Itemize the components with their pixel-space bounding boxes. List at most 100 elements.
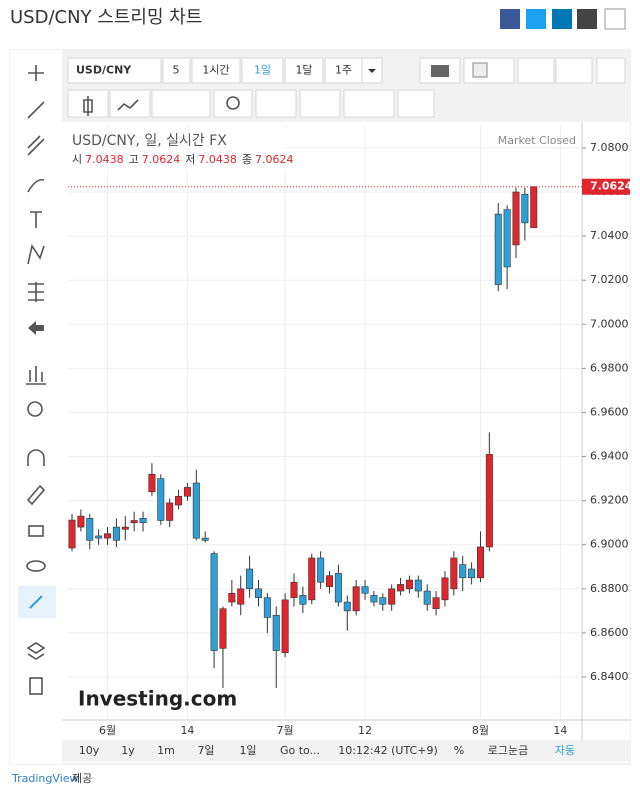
candle-body xyxy=(361,586,369,594)
y-tick-label: 7.0000 xyxy=(590,317,629,330)
candle-body xyxy=(246,568,254,590)
candle-body xyxy=(397,584,405,592)
candle-body xyxy=(326,575,334,587)
bottom-time: 10:12:42 (UTC+9) xyxy=(338,744,438,757)
bottom-buttons: 10y 1y 1m 7일 1일 Go to... 10:12:42 (UTC+9)% 로그눈금… xyxy=(79,743,575,757)
candle-body xyxy=(77,515,85,528)
pattern-tool[interactable] xyxy=(27,243,45,265)
candle-body xyxy=(254,588,262,598)
candle-body xyxy=(370,595,378,603)
y-tick-label: 7.0800 xyxy=(590,141,629,154)
candle-body xyxy=(530,186,538,229)
mail-button[interactable] xyxy=(577,9,597,29)
bar-style-button[interactable] xyxy=(151,89,211,118)
facebook-button[interactable] xyxy=(500,9,520,29)
range-button[interactable]: 1일 xyxy=(239,743,256,757)
y-tick-label: 6.9800 xyxy=(590,361,629,374)
candle-body xyxy=(183,487,191,497)
symbol-box[interactable] xyxy=(67,57,162,84)
x-tick-label: 12 xyxy=(358,724,372,737)
candle-body xyxy=(405,579,413,590)
candle-body xyxy=(485,454,493,548)
ohlc-key: 저 xyxy=(185,153,195,166)
interval-button[interactable] xyxy=(191,57,241,84)
range-button[interactable]: 1m xyxy=(157,744,175,757)
layers-tool[interactable] xyxy=(26,642,46,660)
bottom-auto: 자동 xyxy=(555,744,575,757)
x-tick-label: 8월 xyxy=(472,724,489,737)
compare-button[interactable] xyxy=(299,89,341,118)
candle-body xyxy=(192,482,200,539)
interval-label: 1달 xyxy=(295,64,312,77)
gear-icon xyxy=(226,96,240,110)
ohlc-value: 7.0624 xyxy=(142,153,181,166)
candle-body xyxy=(272,614,280,651)
back-tool[interactable] xyxy=(28,321,44,335)
y-tick-label: 6.8600 xyxy=(590,626,629,639)
candle-body xyxy=(157,478,165,521)
range-button[interactable]: 7일 xyxy=(197,743,214,757)
undo-redo-button[interactable] xyxy=(343,89,395,118)
y-tick-label: 6.9000 xyxy=(590,538,629,551)
plot: 7.08007.06007.04007.02007.00006.98006.96… xyxy=(68,125,633,737)
zoom-tool[interactable] xyxy=(27,401,43,417)
candle-body xyxy=(308,557,316,601)
candle-body xyxy=(290,581,298,598)
alert-button[interactable] xyxy=(397,89,435,118)
candle-body xyxy=(95,535,103,539)
save-button[interactable] xyxy=(555,57,593,84)
link-tool xyxy=(29,595,43,609)
color-button[interactable] xyxy=(463,57,515,84)
interval-button[interactable] xyxy=(284,57,324,84)
trendline-tool[interactable] xyxy=(27,101,45,119)
pitchfork-tool[interactable] xyxy=(27,135,45,156)
interval-label: 1시간 xyxy=(202,64,229,77)
twitter-button[interactable] xyxy=(526,9,546,29)
camera-icon xyxy=(431,65,449,77)
candle-body xyxy=(228,592,236,603)
unlock-tool[interactable] xyxy=(28,525,44,537)
crosshair-tool[interactable] xyxy=(28,65,44,81)
color-swatch xyxy=(472,62,488,78)
interval-button[interactable] xyxy=(241,57,284,84)
footer-link[interactable]: TradingView xyxy=(11,772,78,785)
candle-body xyxy=(450,557,458,590)
measure-tool[interactable] xyxy=(26,366,46,385)
candle-body xyxy=(441,577,449,601)
interval-buttons: 1시간 1일 1달 1주 xyxy=(191,57,363,84)
magnet-tool[interactable] xyxy=(27,449,45,466)
hide-tool[interactable] xyxy=(26,560,46,572)
range-button[interactable]: 1y xyxy=(121,744,135,757)
bottom-goto: Go to... xyxy=(280,744,320,757)
trash-tool[interactable] xyxy=(29,677,43,695)
lock-drawing-tool[interactable] xyxy=(26,484,46,506)
range-button[interactable]: 10y xyxy=(79,744,100,757)
candle-body xyxy=(219,608,227,649)
x-tick-label: 14 xyxy=(180,724,194,737)
ohlc-value: 7.0438 xyxy=(85,153,124,166)
candle-body xyxy=(263,597,271,618)
candle-body xyxy=(237,588,245,605)
line-style-button[interactable] xyxy=(109,89,151,118)
text-tool[interactable] xyxy=(30,211,42,228)
x-tick-label: 7월 xyxy=(277,724,294,737)
last-price-label: 7.0624 xyxy=(590,180,633,193)
candle-body xyxy=(494,213,502,285)
candle-body xyxy=(512,191,520,246)
load-button[interactable] xyxy=(517,57,555,84)
candle-body xyxy=(139,517,147,523)
footer-text: 제공 xyxy=(72,772,92,785)
candle-body xyxy=(503,209,511,268)
fullscreen-button[interactable] xyxy=(596,57,626,84)
interval-button[interactable] xyxy=(324,57,363,84)
candle-body xyxy=(521,193,529,224)
linkedin-button[interactable] xyxy=(552,9,572,29)
indicators-button[interactable] xyxy=(255,89,297,118)
settings-button[interactable] xyxy=(213,89,253,118)
info-button[interactable] xyxy=(604,8,626,30)
candle-body xyxy=(423,590,431,605)
brush-tool[interactable] xyxy=(27,178,45,193)
fib-tool[interactable] xyxy=(28,282,44,302)
interval-input[interactable] xyxy=(162,57,191,84)
